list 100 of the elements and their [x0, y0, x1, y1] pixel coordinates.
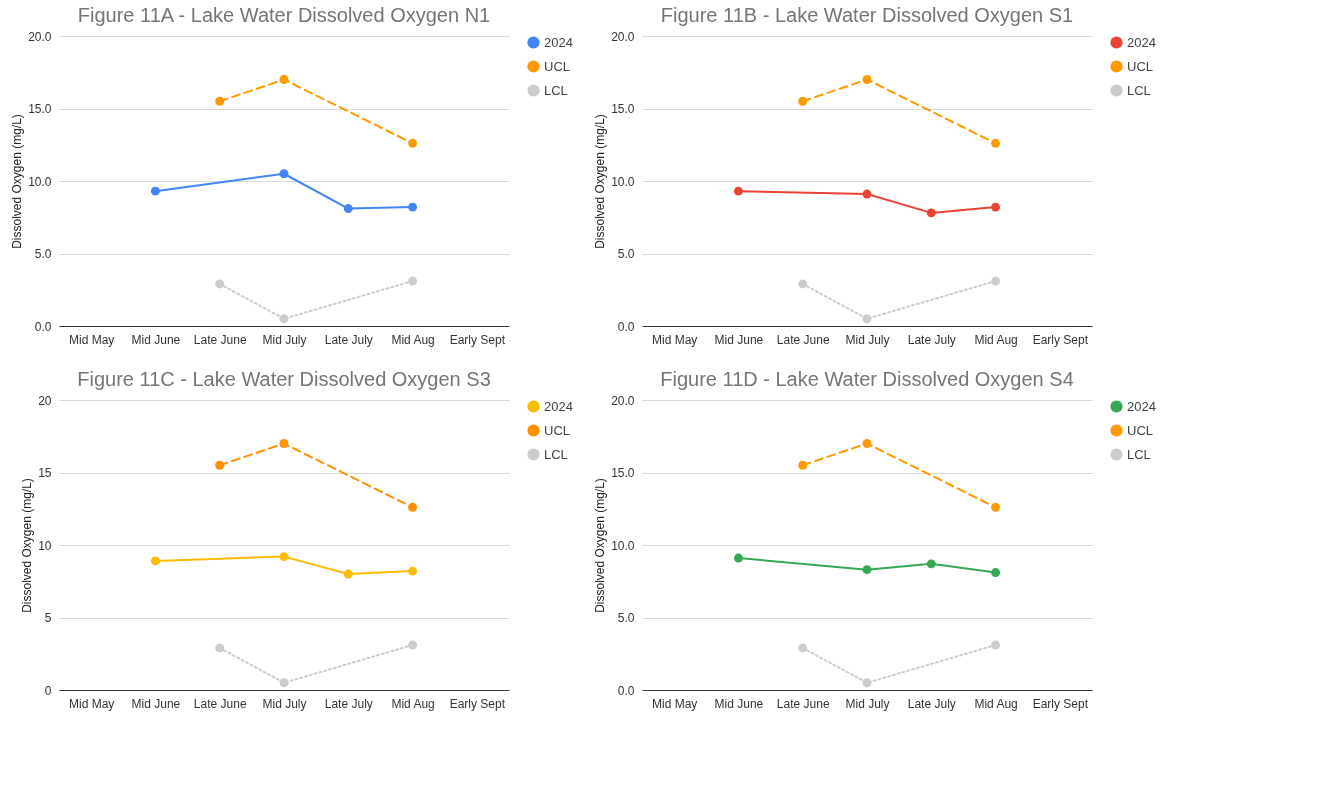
point: [408, 202, 418, 212]
chart-title: Figure 11B - Lake Water Dissolved Oxygen S1: [660, 4, 1074, 26]
point: [862, 565, 872, 575]
legend-label: UCL: [544, 58, 571, 74]
y-axis-title: Dissolved Oxygen (mg/L): [593, 114, 608, 249]
legend-label: LCL: [544, 446, 568, 462]
x-tick-label: Early Sept: [449, 696, 506, 711]
x-tick-label: Mid Aug: [974, 332, 1018, 347]
point: [862, 189, 872, 199]
point: [343, 204, 353, 214]
x-tick-label: Mid July: [845, 332, 890, 347]
x-tick-label: Mid Aug: [974, 696, 1018, 711]
x-tick-label: Late June: [776, 332, 830, 347]
y-tick-label: 20.0: [28, 29, 52, 44]
y-tick-label: 20.0: [611, 29, 635, 44]
point: [733, 553, 743, 563]
y-tick-label: 10.0: [611, 174, 635, 189]
x-tick-label: Late June: [193, 696, 247, 711]
point: [798, 279, 808, 289]
x-tick-label: Mid May: [68, 332, 115, 347]
point: [408, 138, 418, 148]
x-tick-label: Late July: [324, 332, 373, 347]
x-tick-label: Mid July: [262, 332, 307, 347]
point: [798, 460, 808, 470]
x-tick-label: Early Sept: [449, 332, 506, 347]
chart-title: Figure 11A - Lake Water Dissolved Oxygen N1: [77, 4, 491, 26]
legend-label: 2024: [1127, 398, 1156, 414]
legend-label: 2024: [1127, 34, 1156, 50]
y-tick-label: 20: [38, 393, 52, 408]
x-tick-label: Late June: [776, 696, 830, 711]
x-tick-label: Mid July: [845, 696, 890, 711]
point: [991, 502, 1001, 512]
legend-label: UCL: [1127, 422, 1154, 438]
point: [279, 75, 289, 84]
x-tick-label: Mid July: [262, 696, 307, 711]
y-tick-label: 10.0: [611, 538, 635, 553]
point: [408, 566, 418, 576]
point: [862, 314, 872, 324]
x-tick-label: Mid June: [714, 696, 764, 711]
point: [926, 208, 936, 218]
point: [991, 202, 1001, 212]
y-axis-title: Dissolved Oxygen (mg/L): [10, 114, 25, 249]
point: [215, 460, 225, 470]
y-tick-label: 0: [44, 683, 52, 698]
point: [279, 552, 289, 562]
point: [862, 678, 872, 688]
y-tick-label: 20.0: [611, 393, 635, 408]
point: [408, 502, 418, 512]
point: [926, 559, 936, 569]
point: [862, 75, 872, 84]
legend-label: LCL: [1127, 446, 1151, 462]
point: [798, 96, 808, 106]
x-tick-label: Mid May: [68, 696, 115, 711]
y-tick-label: 15: [38, 466, 52, 480]
y-tick-label: 5.0: [34, 247, 52, 261]
y-tick-label: 15.0: [611, 466, 635, 480]
x-tick-label: Late July: [907, 332, 956, 347]
x-tick-label: Mid June: [714, 332, 764, 347]
x-tick-label: Mid May: [651, 332, 698, 347]
legend-label: LCL: [1127, 82, 1151, 98]
legend-label: UCL: [544, 422, 571, 438]
x-tick-label: Late July: [907, 696, 956, 711]
point: [408, 640, 418, 650]
y-tick-label: 0.0: [617, 319, 635, 334]
chart-title: Figure 11C - Lake Water Dissolved Oxygen S3: [77, 368, 491, 390]
y-tick-label: 0.0: [617, 683, 635, 698]
y-tick-label: 5.0: [617, 247, 635, 261]
point: [215, 96, 225, 106]
legend-label: 2024: [544, 398, 573, 414]
point: [279, 678, 289, 688]
point: [733, 186, 743, 196]
point: [215, 279, 225, 289]
x-tick-label: Late June: [193, 332, 247, 347]
x-tick-label: Mid May: [651, 696, 698, 711]
x-tick-label: Early Sept: [1032, 332, 1089, 347]
x-tick-label: Late July: [324, 696, 373, 711]
y-axis-title: Dissolved Oxygen (mg/L): [20, 478, 35, 613]
y-tick-label: 0.0: [34, 319, 52, 334]
y-axis-title: Dissolved Oxygen (mg/L): [593, 478, 608, 613]
legend-label: 2024: [544, 34, 573, 50]
y-tick-label: 15.0: [28, 102, 52, 116]
y-tick-label: 5: [44, 611, 52, 625]
point: [279, 169, 289, 179]
x-tick-label: Mid Aug: [391, 696, 435, 711]
point: [150, 186, 160, 196]
x-tick-label: Early Sept: [1032, 696, 1089, 711]
x-tick-label: Mid Aug: [391, 332, 435, 347]
point: [991, 138, 1001, 148]
point: [279, 439, 289, 448]
point: [279, 314, 289, 324]
y-tick-label: 10: [38, 538, 52, 553]
point: [991, 276, 1001, 286]
point: [798, 643, 808, 653]
point: [991, 640, 1001, 650]
point: [150, 556, 160, 566]
legend-label: LCL: [544, 82, 568, 98]
y-tick-label: 5.0: [617, 611, 635, 625]
chart-title: Figure 11D - Lake Water Dissolved Oxygen S4: [660, 368, 1074, 390]
x-tick-label: Mid June: [131, 332, 181, 347]
x-tick-label: Mid June: [131, 696, 181, 711]
